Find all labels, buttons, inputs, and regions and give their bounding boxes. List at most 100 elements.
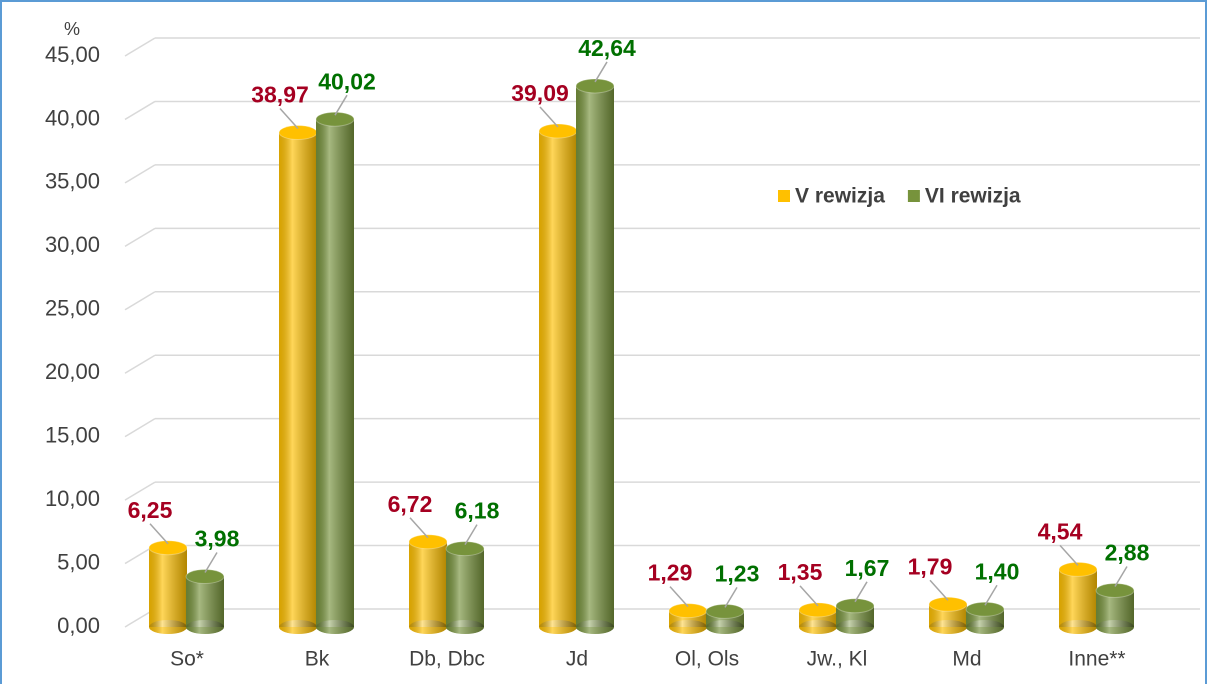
bar-shade bbox=[446, 548, 484, 627]
bar-base-shade bbox=[409, 620, 447, 634]
y-tick-label: 5,00 bbox=[57, 549, 100, 574]
x-tick-label: Jd bbox=[566, 648, 588, 671]
bar-base-shade bbox=[929, 620, 967, 634]
bar-base-shade bbox=[799, 620, 837, 634]
bar-base-shade bbox=[446, 620, 484, 634]
x-tick-label: Md bbox=[952, 648, 981, 671]
bar-base-shade bbox=[966, 620, 1004, 634]
bar-top bbox=[965, 601, 1005, 617]
leader-line bbox=[799, 585, 819, 607]
value-label: 2,88 bbox=[1105, 540, 1150, 566]
legend-swatch bbox=[778, 190, 790, 202]
grid-line-side bbox=[124, 164, 156, 184]
x-tick-label: Bk bbox=[305, 648, 330, 671]
y-tick-label: 0,00 bbox=[57, 613, 100, 638]
grid-line-side bbox=[124, 37, 156, 57]
bar-shade bbox=[576, 85, 614, 627]
bar-top bbox=[148, 540, 188, 556]
bar-base-shade bbox=[149, 620, 187, 634]
value-label: 6,25 bbox=[128, 497, 173, 523]
bar-base-shade bbox=[576, 620, 614, 634]
leader-line bbox=[594, 61, 608, 83]
bar-base-shade bbox=[1096, 620, 1134, 634]
leader-line bbox=[984, 584, 998, 606]
value-label: 1,29 bbox=[648, 560, 693, 586]
bar-shade bbox=[409, 541, 447, 627]
bar-top bbox=[445, 541, 485, 557]
value-label: 39,09 bbox=[511, 80, 569, 106]
value-label: 1,35 bbox=[778, 559, 823, 585]
bar-base-shade bbox=[706, 620, 744, 634]
bar-top bbox=[1095, 582, 1135, 598]
bar-top bbox=[575, 78, 615, 94]
x-tick-label: Db, Dbc bbox=[409, 648, 485, 671]
leader-line bbox=[464, 524, 478, 545]
x-tick-label: Ol, Ols bbox=[675, 648, 739, 671]
x-tick-label: Inne** bbox=[1068, 648, 1125, 671]
y-tick-label: 10,00 bbox=[45, 486, 100, 511]
value-label: 4,54 bbox=[1038, 518, 1083, 544]
y-tick-label: 35,00 bbox=[45, 169, 100, 194]
bar-top bbox=[928, 596, 968, 612]
bar-shade bbox=[186, 576, 224, 627]
y-tick-label: 15,00 bbox=[45, 422, 100, 447]
y-tick-label: 30,00 bbox=[45, 232, 100, 257]
x-tick-label: So* bbox=[170, 648, 204, 671]
grid-line-side bbox=[124, 354, 156, 374]
value-label: 6,18 bbox=[455, 498, 500, 524]
bar-shade bbox=[1059, 569, 1097, 627]
value-label: 3,98 bbox=[195, 526, 240, 552]
bar-top bbox=[408, 534, 448, 550]
value-label: 1,67 bbox=[845, 555, 890, 581]
legend-label: V rewizja bbox=[795, 185, 885, 208]
value-label: 1,23 bbox=[715, 560, 760, 586]
bar-top bbox=[835, 598, 875, 614]
leader-line bbox=[409, 517, 429, 539]
value-label: 40,02 bbox=[318, 68, 376, 94]
value-label: 1,40 bbox=[975, 558, 1020, 584]
grid-line-side bbox=[124, 100, 156, 121]
leader-line bbox=[669, 586, 689, 608]
bar-base-shade bbox=[279, 620, 317, 634]
grid-line-side bbox=[124, 481, 156, 501]
leader-line bbox=[279, 108, 299, 130]
grid-line-side bbox=[124, 291, 156, 311]
grid-line-side bbox=[124, 227, 156, 247]
leader-line bbox=[854, 581, 868, 603]
value-label: 42,64 bbox=[578, 35, 636, 61]
leader-line bbox=[1114, 566, 1128, 587]
bar-base-shade bbox=[316, 620, 354, 634]
y-axis-label: % bbox=[64, 19, 80, 39]
leader-line bbox=[539, 106, 559, 128]
bar-shade bbox=[316, 119, 354, 627]
bar-base-shade bbox=[836, 620, 874, 634]
value-label: 1,79 bbox=[908, 553, 953, 579]
bar-top bbox=[315, 111, 355, 127]
bar-top bbox=[185, 568, 225, 584]
bar-top bbox=[1058, 561, 1098, 577]
x-tick-label: Jw., Kl bbox=[807, 648, 868, 671]
legend-swatch bbox=[907, 190, 920, 202]
leader-line bbox=[1059, 544, 1079, 566]
bar-shade bbox=[149, 547, 187, 627]
leader-line bbox=[724, 587, 738, 608]
bar-base-shade bbox=[186, 620, 224, 634]
y-tick-label: 45,00 bbox=[45, 42, 100, 67]
leader-line bbox=[204, 552, 218, 573]
bar-shade bbox=[539, 130, 577, 627]
leader-line bbox=[929, 579, 949, 601]
bar-base-shade bbox=[539, 620, 577, 634]
bar-top bbox=[705, 603, 745, 619]
y-tick-label: 40,00 bbox=[45, 105, 100, 130]
value-label: 38,97 bbox=[251, 82, 309, 108]
grid-line-side bbox=[124, 418, 156, 438]
bar-shade bbox=[279, 132, 317, 627]
y-tick-label: 20,00 bbox=[45, 359, 100, 384]
leader-line bbox=[149, 523, 169, 545]
bar-base-shade bbox=[1059, 620, 1097, 634]
y-tick-label: 25,00 bbox=[45, 296, 100, 321]
legend-label: VI rewizja bbox=[925, 185, 1021, 208]
value-label: 6,72 bbox=[388, 491, 433, 517]
